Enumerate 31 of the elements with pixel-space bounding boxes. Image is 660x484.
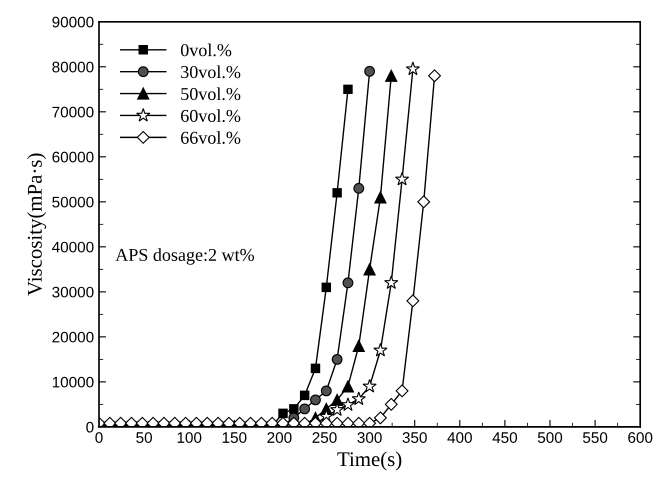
legend-label: 30vol.% [181, 65, 240, 78]
x-tick-label: 200 [267, 432, 292, 443]
y-tick-label: 20000 [52, 332, 94, 343]
y-tick-label: 30000 [52, 286, 94, 298]
legend-label: 66vol.% [181, 131, 240, 144]
y-tick-label: 80000 [52, 62, 94, 72]
x-axis-title: Time(s) [337, 452, 402, 470]
x-tick-label: 300 [357, 432, 382, 443]
y-tick-label: 0 [86, 422, 94, 433]
x-tick-label: 150 [222, 432, 246, 443]
legend-label: 60vol.% [181, 109, 240, 122]
y-axis-title: Viscosity(mPa·s) [27, 154, 46, 296]
x-tick-label: 250 [312, 432, 337, 443]
x-tick-label: 0 [95, 432, 103, 443]
legend-label: 0vol.% [180, 44, 232, 56]
y-tick-label: 90000 [52, 16, 94, 28]
x-tick-label: 350 [402, 432, 427, 443]
annotation: APS dosage:2 wt% [115, 248, 254, 265]
x-tick-label: 50 [136, 432, 152, 443]
legend-label: 50vol.% [181, 87, 240, 100]
y-tick-label: 50000 [52, 196, 94, 208]
x-tick-label: 500 [538, 432, 562, 443]
x-tick-label: 450 [492, 432, 518, 443]
y-tick-label: 10000 [52, 376, 94, 388]
y-tick-label: 40000 [52, 242, 94, 253]
y-tick-label: 70000 [52, 106, 94, 118]
x-tick-label: 600 [628, 432, 652, 443]
y-tick-label: 60000 [52, 152, 94, 162]
x-tick-label: 550 [582, 432, 608, 443]
x-tick-label: 400 [447, 432, 472, 443]
x-tick-label: 100 [178, 432, 202, 443]
